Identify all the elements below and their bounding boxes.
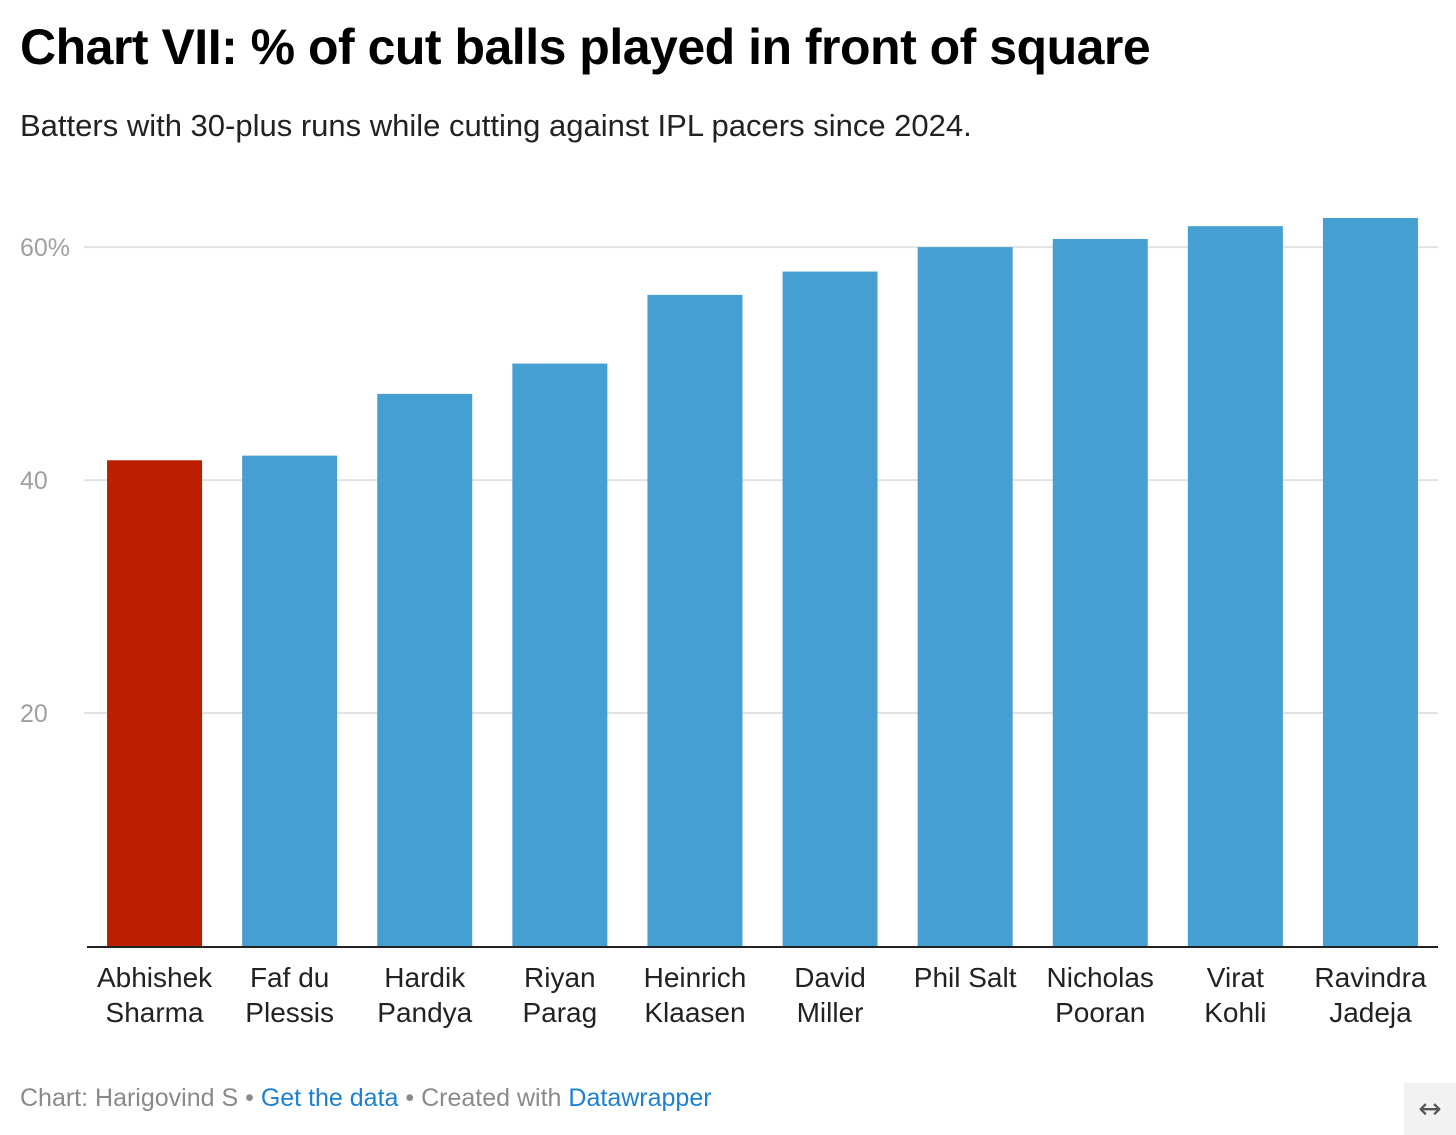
chart-title: Chart VII: % of cut balls played in fron… [20, 19, 1151, 75]
get-the-data-link[interactable]: Get the data [260, 1084, 399, 1112]
footer-separator: • [405, 1084, 415, 1112]
category-label-line: Abhishek [97, 962, 213, 993]
y-tick-label: 60% [20, 234, 70, 262]
y-tick-label: 40 [20, 467, 48, 495]
category-label: Nicholas Pooran [1047, 962, 1154, 1028]
category-label: Hardik Pandya [377, 962, 472, 1028]
category-label-line: Plessis [245, 997, 334, 1028]
category-label: Ravindra Jadeja [1314, 962, 1426, 1028]
bar [1187, 226, 1283, 947]
category-label-line: Heinrich [644, 962, 747, 993]
bar [1052, 238, 1148, 946]
category-label: Riyan Parag [522, 962, 597, 1028]
bar-chart: Abhishek Sharma Faf du Plessis Hardik Pandya R… [20, 218, 1438, 1028]
bar [512, 363, 608, 947]
bar [782, 271, 878, 946]
chart-subtitle: Batters with 30-plus runs while cutting … [20, 108, 972, 143]
category-label: Phil Salt [914, 962, 1017, 993]
bar [242, 455, 338, 946]
y-tick-label: 20 [20, 700, 48, 728]
category-label-line: Hardik [384, 962, 466, 993]
bar [647, 294, 743, 946]
category-labels: Abhishek Sharma Faf du Plessis Hardik Pandya R… [97, 962, 1427, 1028]
category-label-line: Riyan [524, 962, 596, 993]
footer-credit: Chart: Harigovind S [20, 1084, 239, 1112]
bars [87, 218, 1438, 948]
category-label-line: Faf du [250, 962, 329, 993]
category-label-line: Sharma [106, 997, 204, 1028]
category-label: Faf du Plessis [245, 962, 334, 1028]
category-label-line: Klaasen [644, 997, 745, 1028]
bar [377, 393, 473, 947]
category-label-line: Parag [522, 997, 597, 1028]
category-label-line: Miller [797, 997, 864, 1028]
category-label-line: Jadeja [1329, 997, 1412, 1028]
category-label-line: Pandya [377, 997, 472, 1028]
expand-icon[interactable]: ↔ [1404, 1083, 1456, 1135]
category-label-line: Ravindra [1314, 962, 1426, 993]
bar [917, 247, 1013, 946]
bar [1322, 218, 1418, 946]
footer-created-with: Created with [421, 1084, 562, 1112]
chart-footer: Chart: Harigovind S • Get the data • Cre… [20, 1084, 712, 1113]
category-label-line: Pooran [1055, 997, 1145, 1028]
bar [107, 460, 203, 946]
category-label: Virat Kohli [1204, 962, 1266, 1028]
y-tick-labels: 20 40 60% [20, 234, 70, 728]
category-label-line: Phil Salt [914, 962, 1017, 993]
category-label-line: Kohli [1204, 997, 1266, 1028]
category-label-line: Virat [1207, 962, 1264, 993]
category-label-line: Nicholas [1047, 962, 1154, 993]
category-label-line: David [794, 962, 866, 993]
category-label: Abhishek Sharma [97, 962, 213, 1028]
footer-separator: • [245, 1084, 254, 1112]
category-label: Heinrich Klaasen [644, 962, 747, 1028]
datawrapper-link[interactable]: Datawrapper [568, 1084, 712, 1112]
category-label: David Miller [794, 962, 866, 1028]
